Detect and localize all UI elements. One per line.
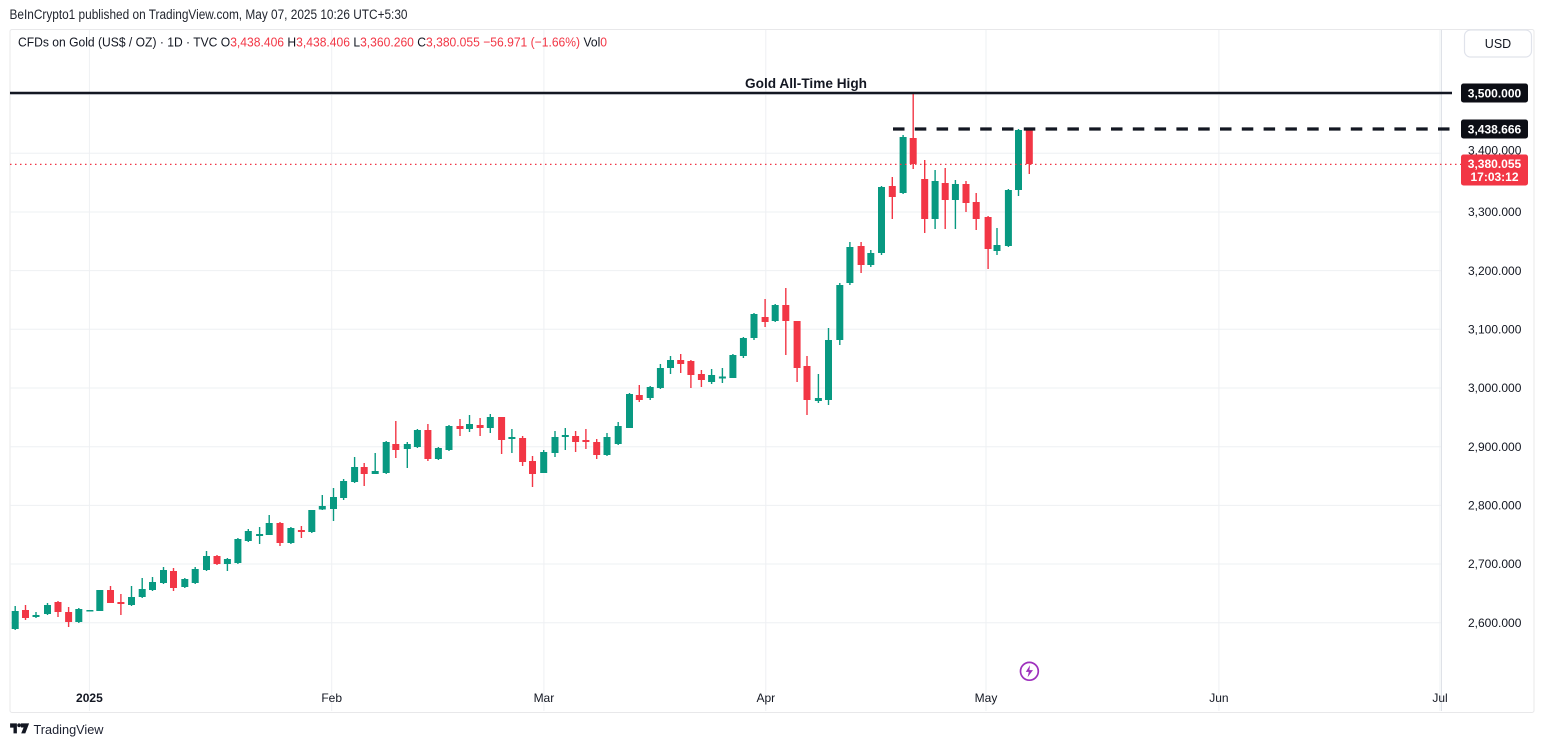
svg-text:CFDs on Gold (US$ / OZ) · 1D ·: CFDs on Gold (US$ / OZ) · 1D · TVC O3,43… xyxy=(18,34,607,49)
svg-text:3,100.000: 3,100.000 xyxy=(1468,323,1522,337)
svg-text:Apr: Apr xyxy=(756,691,775,705)
svg-text:BeInCrypto1 published on Tradi: BeInCrypto1 published on TradingView.com… xyxy=(10,7,408,22)
svg-text:Jun: Jun xyxy=(1209,691,1228,705)
svg-text:2,800.000: 2,800.000 xyxy=(1468,499,1522,513)
svg-text:TradingView: TradingView xyxy=(34,722,105,737)
svg-text:17:03:12: 17:03:12 xyxy=(1470,170,1518,184)
svg-text:USD: USD xyxy=(1485,37,1511,51)
svg-text:May: May xyxy=(975,691,998,705)
svg-text:2,900.000: 2,900.000 xyxy=(1468,440,1522,454)
svg-text:3,000.000: 3,000.000 xyxy=(1468,381,1522,395)
svg-text:Jul: Jul xyxy=(1432,691,1447,705)
svg-text:3,380.055: 3,380.055 xyxy=(1468,157,1522,171)
svg-text:3,400.000: 3,400.000 xyxy=(1468,144,1522,158)
svg-text:2,600.000: 2,600.000 xyxy=(1468,616,1522,630)
svg-text:3,500.000: 3,500.000 xyxy=(1468,86,1522,100)
svg-text:2025: 2025 xyxy=(76,691,103,705)
svg-text:Gold All-Time High: Gold All-Time High xyxy=(745,76,867,91)
svg-text:2,700.000: 2,700.000 xyxy=(1468,557,1522,571)
svg-text:3,300.000: 3,300.000 xyxy=(1468,205,1522,219)
svg-text:3,438.666: 3,438.666 xyxy=(1468,122,1522,136)
svg-text:3,200.000: 3,200.000 xyxy=(1468,264,1522,278)
svg-text:Mar: Mar xyxy=(534,691,555,705)
svg-text:Feb: Feb xyxy=(321,691,342,705)
